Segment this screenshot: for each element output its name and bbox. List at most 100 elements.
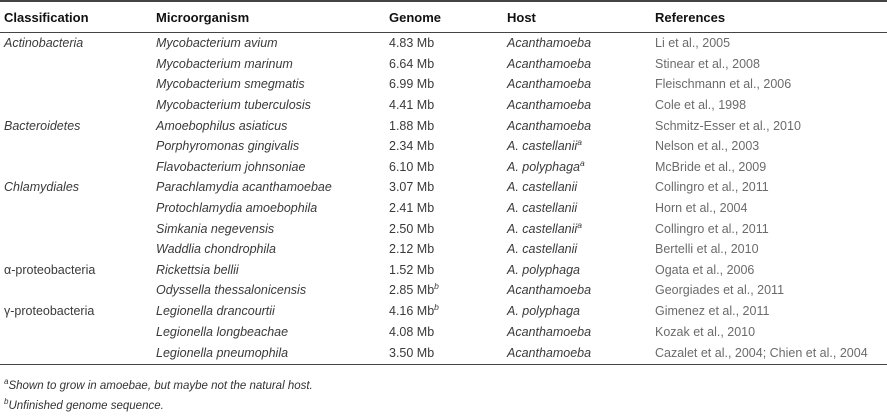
cell-microorganism: Mycobacterium marinum xyxy=(156,56,293,71)
cell-reference: Ogata et al., 2006 xyxy=(655,262,755,277)
table-row: Mycobacterium smegmatis 6.99 Mb Acanthamoe… xyxy=(0,74,887,95)
cell-reference: Cazalet et al., 2004; Chien et al., 2004 xyxy=(651,341,887,365)
cell-host: A. castellanii xyxy=(507,242,578,257)
cell-microorganism: Mycobacterium smegmatis xyxy=(156,77,305,92)
cell-classification xyxy=(0,95,152,116)
cell-reference: McBride et al., 2009 xyxy=(655,159,767,174)
cell-classification: γ-proteobacteria xyxy=(4,304,95,319)
cell-classification xyxy=(0,218,152,239)
cell-microorganism: Legionella drancourtii xyxy=(156,304,275,319)
cell-host: A. castellanii xyxy=(507,201,578,216)
cell-reference: Collingro et al., 2011 xyxy=(655,180,769,195)
cell-microorganism: Mycobacterium tuberculosis xyxy=(156,98,311,113)
cell-microorganism: Parachlamydia acanthamoebae xyxy=(156,180,332,195)
table-row: Odyssella thessalonicensis 2.85 Mbb Acanth… xyxy=(0,280,887,301)
table-body: Actinobacteria Mycobacterium avium 4.83 Mb… xyxy=(0,33,887,365)
cell-microorganism: Legionella pneumophila xyxy=(152,341,385,365)
table-header-row: Classification Microorganism Genome Host… xyxy=(0,0,887,33)
table-container: Classification Microorganism Genome Host… xyxy=(0,0,887,365)
cell-classification xyxy=(0,74,152,95)
cell-microorganism: Rickettsia bellii xyxy=(156,262,239,277)
footnote-marker: a xyxy=(577,137,582,148)
cell-reference: Collingro et al., 2011 xyxy=(655,221,769,236)
cell-host: A. polyphaga xyxy=(507,262,580,277)
cell-classification xyxy=(0,54,152,75)
header-references: References xyxy=(651,0,887,33)
cell-genome: 2.12 Mb xyxy=(389,242,435,257)
cell-genome: 3.07 Mb xyxy=(389,180,435,195)
cell-reference: Horn et al., 2004 xyxy=(655,201,748,216)
cell-genome: 2.34 Mb xyxy=(389,139,435,154)
cell-reference: Schmitz-Esser et al., 2010 xyxy=(655,118,801,133)
cell-reference: Bertelli et al., 2010 xyxy=(655,242,759,257)
cell-genome: 1.52 Mb xyxy=(389,262,435,277)
cell-genome: 1.88 Mb xyxy=(389,118,435,133)
table-row: Bacteroidetes Amoebophilus asiaticus 1.88 … xyxy=(0,115,887,136)
footnote-b: bUnfinished genome sequence. xyxy=(4,397,164,412)
footnote-marker: b xyxy=(434,281,439,292)
cell-genome: 6.64 Mb xyxy=(389,56,435,71)
cell-genome: 4.41 Mb xyxy=(389,98,435,113)
cell-host: Acanthamoeba xyxy=(507,36,592,51)
cell-reference: Cole et al., 1998 xyxy=(655,98,747,113)
cell-classification: α-proteobacteria xyxy=(4,262,96,277)
cell-microorganism: Legionella longbeachae xyxy=(156,324,289,339)
footnote-marker: a xyxy=(577,219,582,230)
footnotes: aShown to grow in amoebae, but maybe not… xyxy=(4,376,313,416)
table-row: Legionella longbeachae 4.08 Mb Acanthamoeb… xyxy=(0,321,887,342)
cell-genome: 2.41 Mb xyxy=(389,201,435,216)
cell-classification xyxy=(0,341,152,365)
table-row: Mycobacterium marinum 6.64 Mb Acanthamoeba… xyxy=(0,54,887,75)
cell-microorganism: Flavobacterium johnsoniae xyxy=(156,159,306,174)
cell-host: A. castellaniia xyxy=(507,219,582,236)
cell-classification xyxy=(0,321,152,342)
cell-genome: 4.16 Mbb xyxy=(389,301,439,319)
cell-classification: Bacteroidetes xyxy=(4,118,81,133)
cell-classification: Chlamydiales xyxy=(4,180,80,195)
cell-host: A. polyphaga xyxy=(507,304,580,319)
cell-reference: Kozak et al., 2010 xyxy=(655,324,756,339)
cell-microorganism: Odyssella thessalonicensis xyxy=(156,283,307,298)
cell-classification xyxy=(0,136,152,157)
cell-classification xyxy=(0,198,152,219)
header-genome: Genome xyxy=(385,0,503,33)
cell-classification xyxy=(0,239,152,260)
cell-microorganism: Simkania negevensis xyxy=(156,221,275,236)
cell-reference: Li et al., 2005 xyxy=(655,36,731,51)
table-row: Mycobacterium tuberculosis 4.41 Mb Acantha… xyxy=(0,95,887,116)
cell-genome: 6.99 Mb xyxy=(389,77,435,92)
cell-reference: Stinear et al., 2008 xyxy=(655,56,760,71)
table-row: Waddlia chondrophila 2.12 Mb A. castellani… xyxy=(0,239,887,260)
cell-reference: Fleischmann et al., 2006 xyxy=(655,77,792,92)
cell-host: Acanthamoeba xyxy=(507,77,592,92)
cell-classification xyxy=(0,157,152,178)
cell-genome: 3.50 Mb xyxy=(385,341,503,365)
cell-reference: Georgiades et al., 2011 xyxy=(655,283,785,298)
cell-genome: 2.85 Mbb xyxy=(389,281,439,298)
table-row: Porphyromonas gingivalis 2.34 Mb A. castel… xyxy=(0,136,887,157)
cell-microorganism: Porphyromonas gingivalis xyxy=(156,139,300,154)
cell-genome: 6.10 Mb xyxy=(389,159,435,174)
table-row: Protochlamydia amoebophila 2.41 Mb A. cast… xyxy=(0,198,887,219)
cell-host: Acanthamoeba xyxy=(507,56,592,71)
footnote-marker: a xyxy=(579,157,585,168)
cell-classification xyxy=(0,280,152,301)
footnote-marker: b xyxy=(434,301,439,312)
cell-reference: Nelson et al., 2003 xyxy=(655,139,760,154)
cell-genome: 4.08 Mb xyxy=(389,324,435,339)
cell-host: A. castellaniia xyxy=(507,137,582,154)
cell-microorganism: Waddlia chondrophila xyxy=(156,242,276,257)
cell-host: Acanthamoeba xyxy=(507,98,592,113)
table-row: α-proteobacteria Rickettsia bellii 1.52 Mb… xyxy=(0,260,887,281)
table-row: Flavobacterium johnsoniae 6.10 Mb A. polyp… xyxy=(0,157,887,178)
cell-host: Acanthamoeba xyxy=(507,118,592,133)
footnote-a: aShown to grow in amoebae, but maybe not… xyxy=(4,377,313,392)
cell-classification: Actinobacteria xyxy=(4,36,84,51)
cell-host: A. polyphagaa xyxy=(507,157,585,174)
table-row: Legionella pneumophila 3.50 Mb Acanthamoeb… xyxy=(0,341,887,365)
cell-genome: 4.83 Mb xyxy=(389,36,435,51)
microorganism-table: Classification Microorganism Genome Host… xyxy=(0,0,887,365)
table-row: Actinobacteria Mycobacterium avium 4.83 Mb… xyxy=(0,33,887,54)
cell-microorganism: Amoebophilus asiaticus xyxy=(156,118,288,133)
cell-host: A. castellanii xyxy=(507,180,578,195)
